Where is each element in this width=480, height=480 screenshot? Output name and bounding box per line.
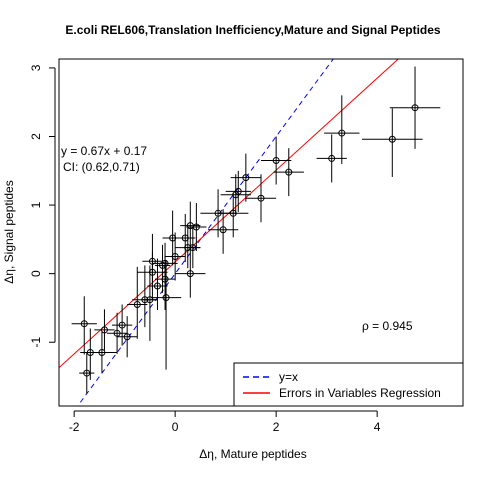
point-marker xyxy=(285,168,293,176)
data-point-9 xyxy=(127,266,148,339)
x-tick-label: 4 xyxy=(374,420,381,434)
data-point-32 xyxy=(230,153,261,202)
point-marker xyxy=(133,301,141,309)
point-marker xyxy=(148,268,156,276)
data-point-3 xyxy=(80,328,101,380)
point-marker xyxy=(257,194,265,202)
y-tick-label: 1 xyxy=(29,201,43,208)
x-axis-label: Δη, Mature peptides xyxy=(199,447,306,461)
point-marker xyxy=(234,187,242,195)
legend-box xyxy=(233,362,464,407)
data-point-25 xyxy=(185,227,201,269)
data-point-4 xyxy=(86,331,118,374)
confidence-interval: CI: (0.62,0.71) xyxy=(63,160,140,174)
data-point-14 xyxy=(147,258,168,310)
y-tick-label: 0 xyxy=(29,270,43,277)
legend-label-identity: y=x xyxy=(279,370,298,384)
correlation-rho: ρ = 0.945 xyxy=(362,319,413,333)
data-point-24 xyxy=(175,249,206,298)
data-point-35 xyxy=(273,148,304,197)
data-point-26 xyxy=(186,203,207,252)
point-marker xyxy=(388,135,396,143)
point-marker xyxy=(242,174,250,182)
point-marker xyxy=(123,333,131,341)
point-marker xyxy=(186,270,194,278)
points-layer xyxy=(71,66,441,394)
point-marker xyxy=(153,282,161,290)
plot-frame xyxy=(58,58,464,407)
x-axis: -2 0 2 4 xyxy=(69,410,381,434)
data-point-1 xyxy=(71,296,97,355)
data-point-5 xyxy=(94,309,115,351)
point-marker xyxy=(83,369,91,377)
data-point-38 xyxy=(362,108,423,177)
point-marker xyxy=(338,129,346,137)
y-tick-label: 3 xyxy=(29,64,43,71)
data-point-18 xyxy=(150,259,182,370)
x-tick-label: -2 xyxy=(69,420,80,434)
data-point-39 xyxy=(389,66,441,149)
data-point-7 xyxy=(112,304,133,346)
y-axis: -1 0 1 2 3 xyxy=(29,64,56,348)
data-point-2 xyxy=(79,352,95,394)
legend: y=x Errors in Variables Regression xyxy=(233,362,464,407)
y-tick-label: 2 xyxy=(29,133,43,140)
point-marker xyxy=(272,156,280,164)
point-marker xyxy=(162,294,170,302)
data-point-8 xyxy=(117,316,138,358)
x-tick-label: 0 xyxy=(172,420,179,434)
data-point-34 xyxy=(261,136,292,185)
data-point-31 xyxy=(225,170,251,212)
point-marker xyxy=(192,223,200,231)
point-marker xyxy=(98,349,106,357)
point-marker xyxy=(171,253,179,261)
point-marker xyxy=(100,326,108,334)
regression-equation: y = 0.67x + 0.17 xyxy=(61,144,147,158)
point-marker xyxy=(161,275,169,283)
data-point-20 xyxy=(165,232,186,281)
data-point-33 xyxy=(245,174,277,223)
legend-label-regression: Errors in Variables Regression xyxy=(279,386,441,400)
chart-title: E.coli REL606,Translation Inefficiency,M… xyxy=(65,23,441,37)
point-marker xyxy=(328,154,336,162)
x-tick-label: 2 xyxy=(273,420,280,434)
point-marker xyxy=(80,320,88,328)
y-axis-label: Δη, Signal peptides xyxy=(2,180,16,283)
point-marker xyxy=(219,226,227,234)
point-marker xyxy=(411,104,419,112)
point-marker xyxy=(118,321,126,329)
point-marker xyxy=(189,244,197,252)
y-tick-label: -1 xyxy=(29,337,43,348)
data-point-6 xyxy=(106,312,128,354)
data-point-37 xyxy=(324,95,360,164)
data-point-36 xyxy=(316,134,347,183)
